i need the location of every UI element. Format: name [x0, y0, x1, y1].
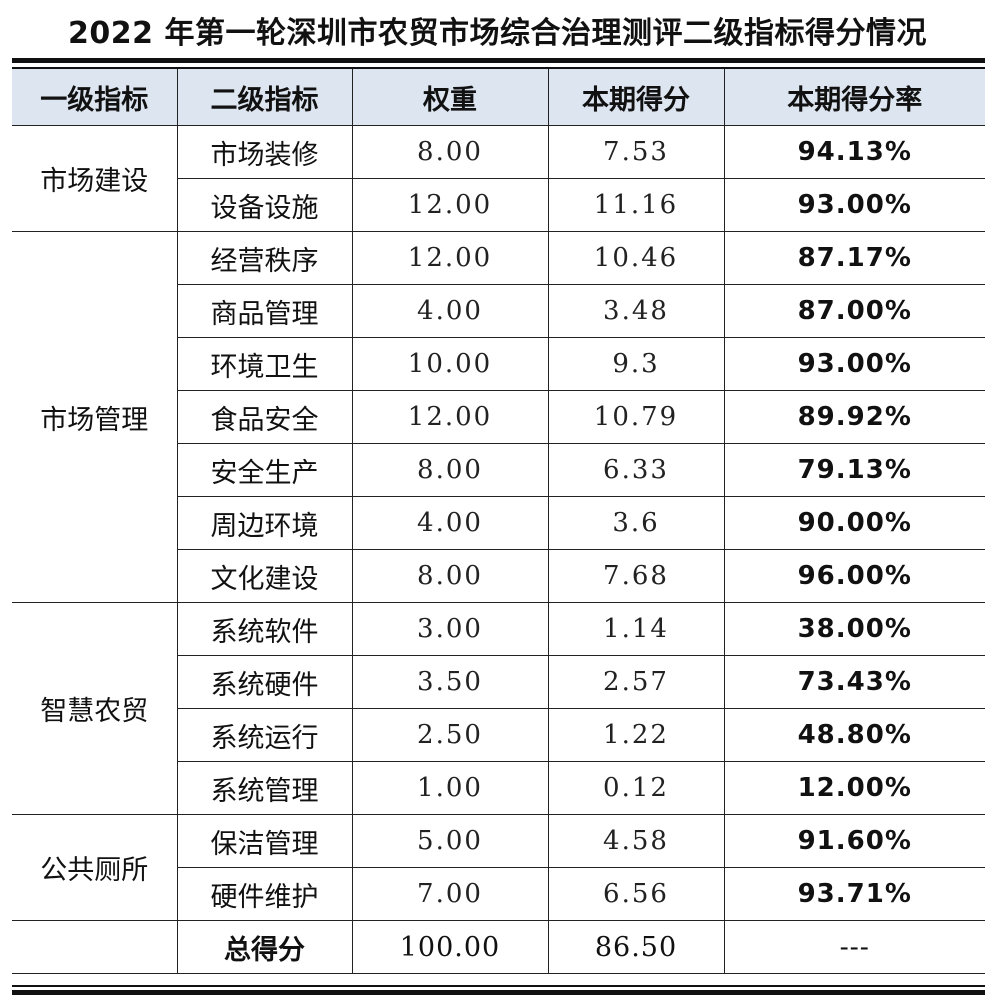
table-row: 系统管理 1.00 0.12 12.00%: [12, 761, 985, 815]
item-rate: 87.17%: [723, 231, 985, 285]
table-row: 市场管理 经营秩序 12.00 10.46 87.17%: [12, 231, 985, 603]
item-score: 3.48: [547, 284, 725, 338]
item-score: 1.22: [547, 708, 725, 762]
item-weight: 3.00: [351, 602, 549, 656]
bottom-rule-thin: [12, 985, 985, 987]
item-score: 9.3: [547, 337, 725, 391]
item-score: 7.53: [547, 125, 725, 179]
item-rate: 93.00%: [723, 337, 985, 391]
item-name: 环境卫生: [177, 337, 353, 391]
table-row: 安全生产 8.00 6.33 79.13%: [12, 443, 985, 497]
table-row: 系统运行 2.50 1.22 48.80%: [12, 708, 985, 762]
item-name: 食品安全: [177, 390, 353, 444]
item-name: 经营秩序: [176, 231, 353, 285]
header-weight: 权重: [351, 69, 549, 126]
item-rate: 38.00%: [723, 602, 985, 656]
item-name: 系统软件: [176, 602, 353, 656]
total-score: 86.50: [547, 920, 725, 974]
item-weight: 12.00: [351, 178, 549, 232]
item-score: 0.12: [547, 761, 725, 815]
item-weight: 8.00: [351, 443, 549, 497]
item-score: 3.6: [547, 496, 725, 550]
item-rate: 79.13%: [723, 443, 985, 497]
item-score: 6.56: [547, 867, 725, 921]
header-level1: 一级指标: [12, 69, 178, 126]
item-name: 系统硬件: [177, 655, 353, 709]
group-label: 市场建设: [12, 125, 178, 232]
item-score: 4.58: [547, 814, 725, 868]
item-score: 7.68: [547, 549, 725, 603]
item-weight: 8.00: [351, 125, 549, 179]
header-rate: 本期得分率: [723, 69, 985, 126]
item-name: 周边环境: [177, 496, 353, 550]
score-table: 一级指标 二级指标 权重 本期得分 本期得分率 市场建设 市场装修 8.00 7…: [12, 69, 985, 974]
item-weight: 12.00: [351, 231, 549, 285]
item-rate: 73.43%: [723, 655, 985, 709]
item-rate: 87.00%: [723, 284, 985, 338]
table-row: 智慧农贸 系统软件 3.00 1.14 38.00%: [12, 602, 985, 815]
item-name: 文化建设: [177, 549, 353, 603]
item-score: 11.16: [547, 178, 725, 232]
item-weight: 8.00: [351, 549, 549, 603]
total-rate: ---: [723, 920, 985, 974]
table-row: 食品安全 12.00 10.79 89.92%: [12, 390, 985, 444]
top-rule-thin: [12, 67, 985, 69]
item-weight: 2.50: [351, 708, 549, 762]
table-row: 周边环境 4.00 3.6 90.00%: [12, 496, 985, 550]
table-row: 硬件维护 7.00 6.56 93.71%: [12, 867, 985, 921]
top-rule-thick: [12, 58, 985, 63]
item-weight: 12.00: [351, 390, 549, 444]
item-name: 安全生产: [177, 443, 353, 497]
group-label: 智慧农贸: [12, 602, 178, 815]
header-score: 本期得分: [547, 69, 725, 126]
item-score: 10.46: [547, 231, 725, 285]
item-rate: 12.00%: [723, 761, 985, 815]
table-header-row: 一级指标 二级指标 权重 本期得分 本期得分率: [12, 69, 985, 126]
total-empty-cell: [12, 920, 178, 974]
item-weight: 7.00: [351, 867, 549, 921]
item-name: 商品管理: [177, 284, 353, 338]
item-weight: 10.00: [351, 337, 549, 391]
item-weight: 3.50: [351, 655, 549, 709]
item-weight: 4.00: [351, 496, 549, 550]
total-row: 总得分 100.00 86.50 ---: [12, 920, 985, 974]
table-row: 市场建设 市场装修 8.00 7.53 94.13%: [12, 125, 985, 232]
item-name: 系统管理: [177, 761, 353, 815]
item-score: 2.57: [547, 655, 725, 709]
item-score: 1.14: [547, 602, 725, 656]
item-rate: 48.80%: [723, 708, 985, 762]
item-weight: 4.00: [351, 284, 549, 338]
header-level2: 二级指标: [176, 69, 353, 126]
table-row: 环境卫生 10.00 9.3 93.00%: [12, 337, 985, 391]
item-name: 系统运行: [177, 708, 353, 762]
item-rate: 89.92%: [723, 390, 985, 444]
item-rate: 94.13%: [723, 125, 985, 179]
group-label: 公共厕所: [12, 814, 178, 921]
table-row: 设备设施 12.00 11.16 93.00%: [12, 178, 985, 232]
total-weight: 100.00: [351, 920, 549, 974]
item-rate: 93.00%: [723, 178, 985, 232]
item-weight: 1.00: [351, 761, 549, 815]
table-row: 公共厕所 保洁管理 5.00 4.58 91.60%: [12, 814, 985, 921]
item-name: 保洁管理: [176, 814, 353, 868]
item-rate: 90.00%: [723, 496, 985, 550]
item-weight: 5.00: [351, 814, 549, 868]
total-label: 总得分: [176, 920, 353, 974]
group-label: 市场管理: [12, 231, 178, 603]
item-name: 市场装修: [176, 125, 353, 179]
table-row: 系统硬件 3.50 2.57 73.43%: [12, 655, 985, 709]
item-score: 6.33: [547, 443, 725, 497]
item-name: 硬件维护: [177, 867, 353, 921]
item-rate: 93.71%: [723, 867, 985, 921]
item-rate: 91.60%: [723, 814, 985, 868]
table-row: 商品管理 4.00 3.48 87.00%: [12, 284, 985, 338]
table-row: 文化建设 8.00 7.68 96.00%: [12, 549, 985, 603]
bottom-rule-thick: [12, 990, 985, 995]
item-score: 10.79: [547, 390, 725, 444]
score-table-frame: 一级指标 二级指标 权重 本期得分 本期得分率 市场建设 市场装修 8.00 7…: [12, 58, 985, 996]
item-name: 设备设施: [177, 178, 353, 232]
item-rate: 96.00%: [723, 549, 985, 603]
page-title: 2022 年第一轮深圳市农贸市场综合治理测评二级指标得分情况: [68, 16, 927, 51]
